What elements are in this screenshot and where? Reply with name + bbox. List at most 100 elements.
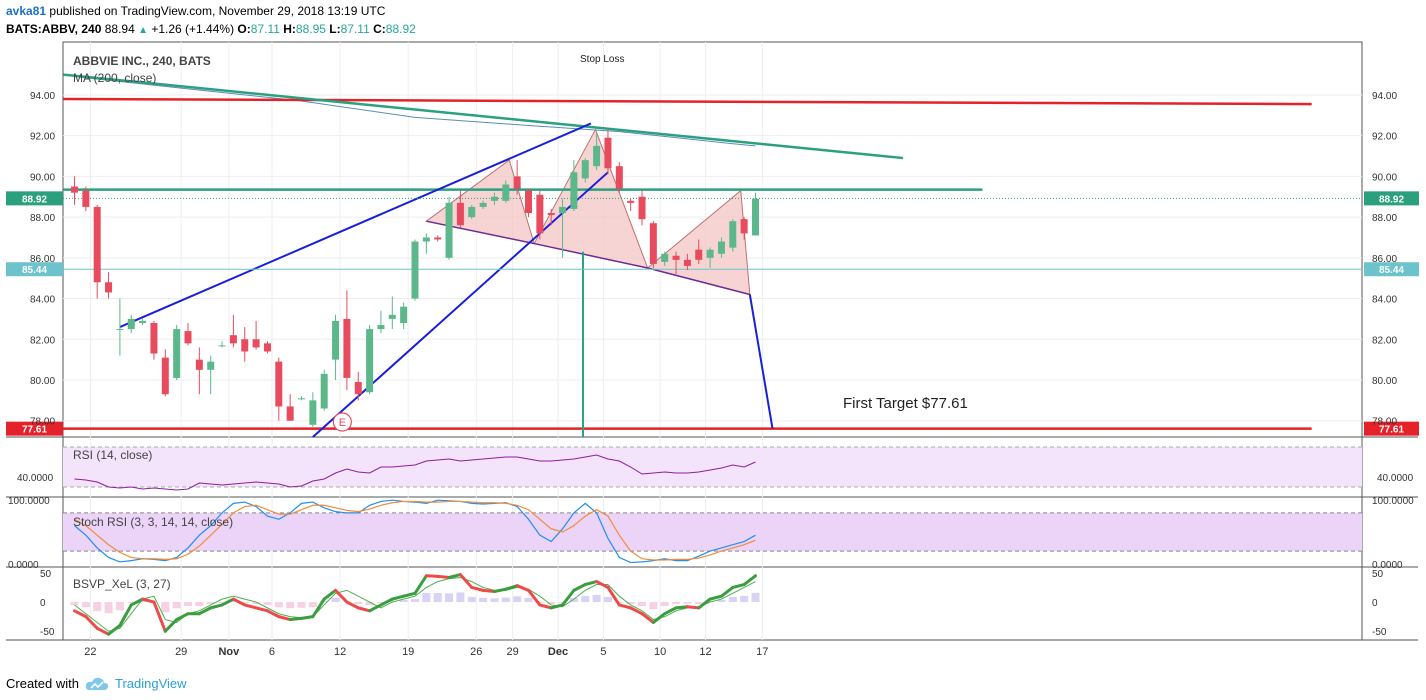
- target-price-label-box: [1364, 421, 1419, 436]
- bsvp-fast-segment: [277, 615, 292, 622]
- bsvp-fast-segment: [470, 585, 485, 592]
- candle-body: [161, 357, 169, 395]
- price-pane[interactable]: E 88.92 88.92 85.44 85.44 77.61 77.61: [6, 73, 1419, 438]
- bsvp-pane[interactable]: 50 50 0 0 -50 -50: [40, 569, 1387, 638]
- bsvp-histogram-bar: [365, 602, 374, 606]
- wedge-lower-line: [312, 171, 609, 438]
- last-price: 88.94: [104, 22, 135, 36]
- bsvp-fast-segment: [640, 612, 655, 624]
- bsvp-fast-segment: [95, 626, 111, 636]
- bsvp-fast-segment: [265, 609, 281, 619]
- tradingview-link[interactable]: TradingView: [114, 676, 187, 691]
- current-price-label-box: [6, 191, 63, 206]
- bsvp-fast-segment: [458, 573, 474, 589]
- bsvp-histogram-bar: [513, 596, 522, 603]
- bsvp-tick-label: -50: [40, 627, 55, 638]
- stoch-tick-label: 0.0000: [8, 560, 39, 571]
- bsvp-fast-segment: [152, 600, 167, 633]
- candle-body: [752, 198, 759, 236]
- symbol-info: BATS:ABBV, 240 88.94 ▲ +1.26 (+1.44%) O:…: [6, 22, 416, 36]
- axes: 22 29 Nov 6 12 19 26 29 Dec 5 10 12 17 94.00 94.00 92.0…: [30, 91, 1397, 658]
- bsvp-fast-segment: [368, 603, 383, 613]
- bsvp-fast-segment: [561, 588, 576, 607]
- x-tick-label: 6: [269, 646, 275, 658]
- low-value: 87.11: [340, 22, 370, 36]
- bsvp-fast-segment: [243, 603, 258, 610]
- bsvp-histogram-bar: [490, 598, 499, 603]
- author-link[interactable]: avka81: [6, 4, 47, 18]
- stoch-K-line: [74, 499, 756, 564]
- bsvp-tick-label: 50: [40, 569, 52, 580]
- candle-body: [298, 398, 305, 400]
- bsvp-fast-segment: [197, 606, 213, 616]
- bsvp-fast-segment: [107, 623, 122, 636]
- candle-body: [717, 241, 725, 254]
- bsvp-histogram-bar: [524, 597, 533, 603]
- bsvp-histogram-bar: [161, 602, 170, 613]
- candle-body: [127, 318, 135, 330]
- bsvp-histogram-bar: [297, 602, 306, 608]
- bsvp-histogram-bar: [127, 602, 136, 604]
- bsvp-histogram-bar: [660, 602, 669, 607]
- chart-frames: [6, 41, 1418, 641]
- stoch-band: [63, 512, 1362, 552]
- open-label: O:: [237, 22, 251, 36]
- candle-body: [332, 320, 340, 360]
- published-text: published on TradingView.com, November 2…: [49, 4, 386, 18]
- y-tick-label-left: 90.00: [30, 172, 55, 183]
- current-price-label-box: [1364, 191, 1419, 206]
- bsvp-histogram-bar: [172, 602, 181, 609]
- candle-body: [740, 219, 748, 234]
- x-tick-label: 22: [84, 646, 96, 658]
- candle-body: [638, 196, 646, 220]
- bsvp-fast-segment: [288, 616, 303, 622]
- bsvp-histogram-bar: [694, 602, 703, 605]
- x-tick-label: Dec: [548, 646, 568, 658]
- footer: Created with TradingView: [6, 676, 187, 691]
- bsvp-histogram-bar: [445, 593, 454, 603]
- close-value: 88.92: [385, 22, 416, 36]
- bsvp-histogram-bar: [93, 602, 102, 612]
- stoch-tick-label: 100.0000: [1372, 496, 1414, 507]
- rsi-line: [74, 454, 756, 491]
- open-value: 87.11: [250, 22, 280, 36]
- rsi-pane[interactable]: 40.0000 40.0000: [17, 446, 1414, 491]
- symbol-label: BATS:ABBV, 240: [6, 22, 102, 36]
- bsvp-fast-segment: [606, 585, 621, 607]
- rsi-label: RSI (14, close): [73, 448, 152, 462]
- candle-body: [173, 329, 181, 378]
- bsvp-histogram-bar: [286, 602, 295, 609]
- candle-body: [581, 160, 589, 179]
- bsvp-fast-segment: [424, 574, 440, 578]
- ma200-line: [74, 76, 756, 147]
- candle-body: [320, 373, 328, 409]
- candle-body: [683, 259, 691, 266]
- stoch-rsi-pane[interactable]: 100.0000 100.0000 0.0000 0.0000: [8, 496, 1414, 571]
- candle-body: [479, 202, 487, 207]
- candle-body: [388, 314, 396, 319]
- resistance-line: [63, 97, 1312, 106]
- bsvp-histogram-bar: [569, 597, 578, 603]
- bsvp-histogram-bar: [479, 597, 488, 603]
- y-tick-label-right: 86.00: [1372, 254, 1397, 265]
- chart-labels: ABBVIE INC., 240, BATS MA (200, close) S…: [73, 54, 968, 591]
- stoch-rsi-label: Stoch RSI (3, 3, 14, 14, close): [73, 515, 233, 529]
- y-tick-label-left: 86.00: [30, 254, 55, 265]
- bsvp-fast-segment: [549, 603, 565, 610]
- bsvp-fast-segment: [583, 580, 599, 587]
- wedge-upper-line: [119, 122, 592, 328]
- bsvp-fast-segment: [572, 583, 587, 592]
- bsvp-histogram-bar: [592, 594, 601, 603]
- bsvp-histogram-bar: [547, 602, 556, 605]
- candle-body: [366, 329, 374, 393]
- mid-level-label-text: 85.44: [22, 265, 47, 276]
- bsvp-histogram-bar: [331, 597, 340, 603]
- bsvp-fast-segment: [492, 587, 508, 594]
- tradingview-cloud-icon: [85, 677, 109, 690]
- rsi-band: [63, 447, 1362, 487]
- bsvp-fast-segment: [504, 584, 519, 591]
- candle-body: [116, 329, 124, 331]
- candle-body: [445, 202, 453, 258]
- bsvp-histogram-bar: [252, 602, 261, 605]
